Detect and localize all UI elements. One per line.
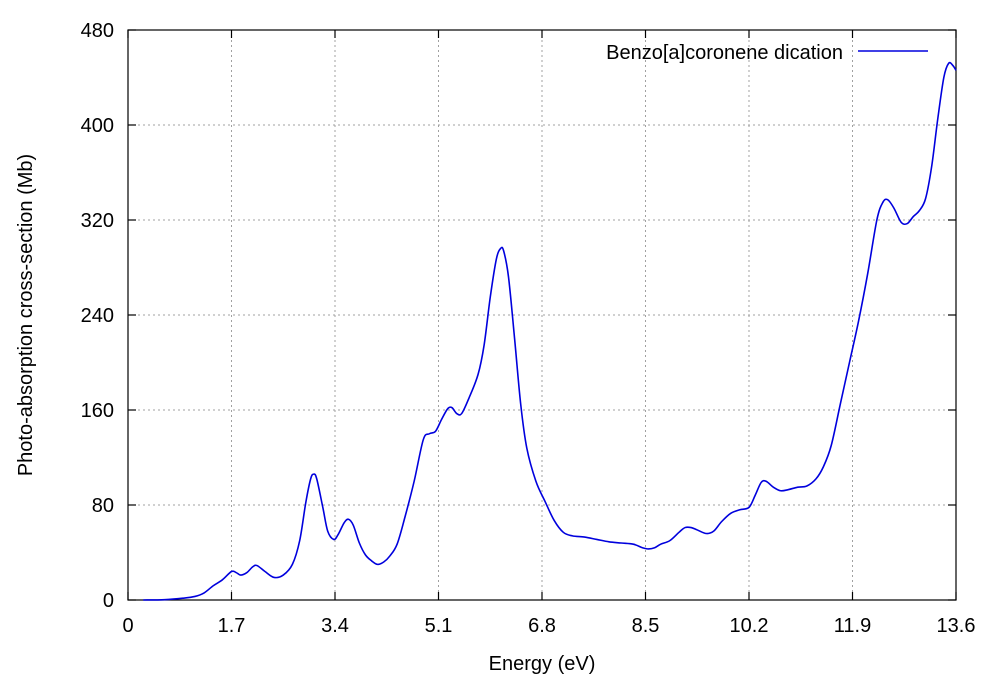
series-layer: [143, 61, 957, 601]
legend-label: Benzo[a]coronene dication: [606, 42, 843, 64]
x-tick-label: 1.7: [218, 615, 246, 637]
grid-lines: [128, 30, 956, 600]
x-axis-label: Energy (eV): [489, 653, 596, 675]
x-tick-label: 10.2: [730, 615, 769, 637]
x-tick-label: 3.4: [321, 615, 349, 637]
y-tick-label: 320: [81, 210, 114, 232]
x-tick-label: 5.1: [425, 615, 453, 637]
x-tick-labels: 0 1.7 3.4 5.1 6.8 8.5 10.2 11.9 13.6: [122, 615, 975, 637]
x-tick-label: 6.8: [528, 615, 556, 637]
axis-ticks: [127, 29, 957, 601]
legend: Benzo[a]coronene dication: [606, 42, 928, 64]
x-tick-label: 0: [122, 615, 133, 637]
y-tick-label: 480: [81, 20, 114, 42]
y-tick-label: 0: [103, 590, 114, 612]
x-tick-label: 11.9: [834, 615, 871, 637]
y-axis-label: Photo-absorption cross-section (Mb): [15, 154, 37, 476]
x-tick-label: 13.6: [937, 615, 976, 637]
y-tick-label: 160: [81, 400, 114, 422]
y-tick-label: 80: [92, 495, 114, 517]
y-tick-label: 400: [81, 115, 114, 137]
y-tick-labels: 0 80 160 240 320 400 480: [81, 20, 114, 612]
series-line: [143, 61, 957, 601]
x-tick-label: 8.5: [632, 615, 660, 637]
y-tick-label: 240: [81, 305, 114, 327]
